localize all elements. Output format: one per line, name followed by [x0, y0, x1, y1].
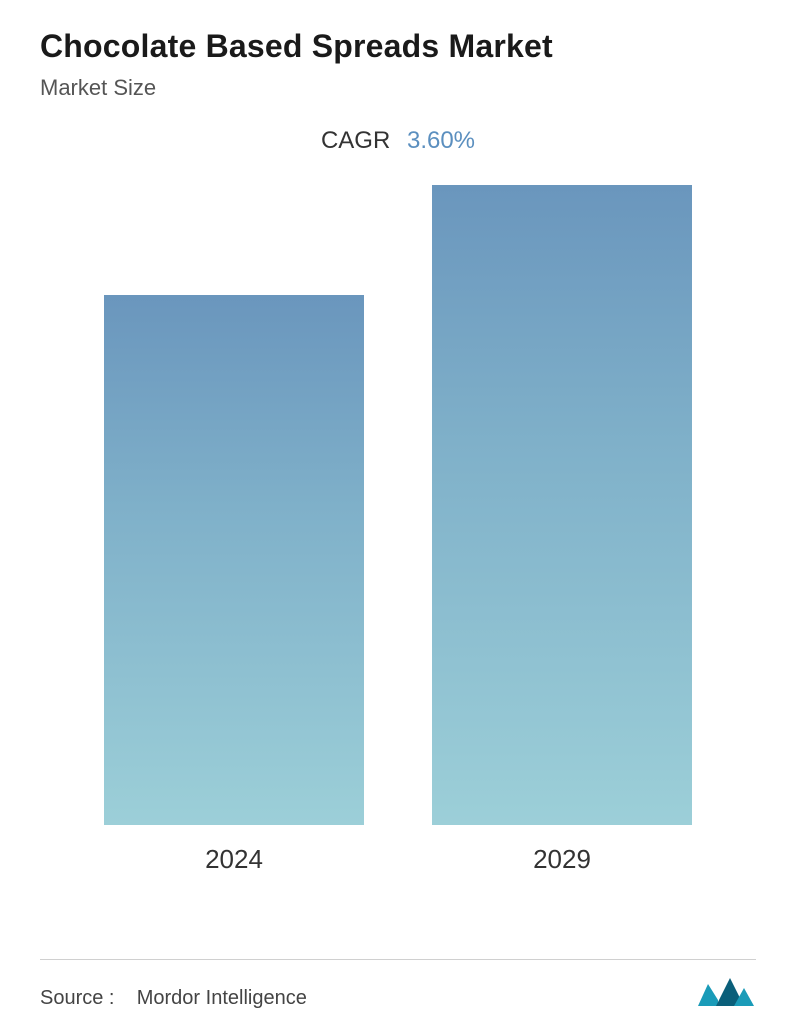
bar-group-0	[94, 295, 374, 825]
cagr-row: CAGR 3.60%	[40, 127, 756, 155]
footer: Source : Mordor Intelligence	[40, 959, 756, 1010]
bar-2024	[104, 295, 364, 825]
page-title: Chocolate Based Spreads Market	[40, 28, 756, 65]
x-label-1: 2029	[422, 844, 702, 875]
source-text: Source : Mordor Intelligence	[40, 987, 307, 1010]
logo-icon	[696, 976, 756, 1010]
brand-logo	[696, 976, 756, 1010]
page-subtitle: Market Size	[40, 75, 756, 101]
bars-wrap	[40, 185, 756, 825]
source-label: Source :	[40, 987, 114, 1009]
bar-group-1	[422, 185, 702, 825]
source-name: Mordor Intelligence	[137, 987, 307, 1009]
x-axis-labels: 2024 2029	[40, 844, 756, 875]
bar-chart: 2024 2029	[40, 185, 756, 885]
chart-container: Chocolate Based Spreads Market Market Si…	[0, 0, 796, 1034]
cagr-label: CAGR	[321, 127, 390, 154]
x-label-0: 2024	[94, 844, 374, 875]
bar-2029	[432, 185, 692, 825]
cagr-value: 3.60%	[407, 127, 475, 154]
